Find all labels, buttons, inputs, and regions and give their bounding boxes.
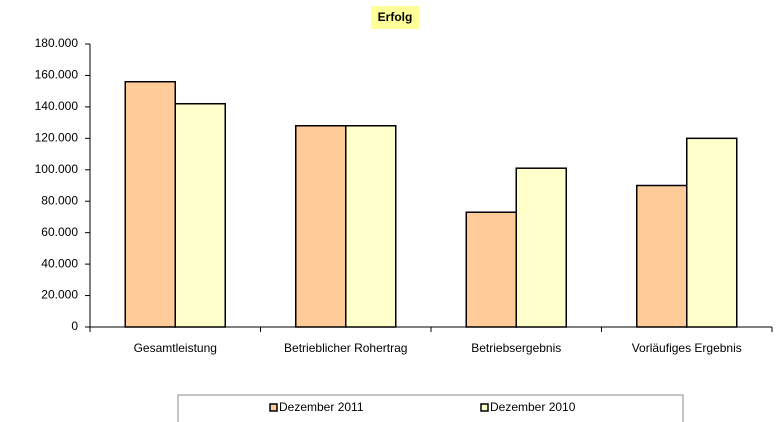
x-tick-label: Betrieblicher Rohertrag	[284, 341, 407, 355]
x-tick-label: Betriebsergebnis	[471, 341, 561, 355]
y-tick-label: 80.000	[41, 193, 78, 207]
y-tick-label: 180.000	[35, 36, 79, 50]
legend-swatch	[269, 403, 278, 412]
y-tick-label: 20.000	[41, 288, 78, 302]
bar	[174, 102, 226, 328]
bar	[515, 167, 567, 328]
bar	[465, 211, 517, 328]
bar	[295, 125, 347, 328]
bar	[686, 137, 738, 328]
y-tick-label: 0	[71, 319, 78, 333]
legend-label: Dezember 2011	[279, 400, 364, 414]
y-tick-label: 120.000	[35, 131, 79, 145]
legend-label: Dezember 2010	[490, 400, 576, 414]
x-tick-label: Gesamtleistung	[134, 341, 217, 355]
x-tick-label: Vorläufiges Ergebnis	[632, 341, 742, 355]
title-box	[371, 6, 419, 29]
bar	[345, 125, 397, 328]
y-tick-label: 60.000	[41, 225, 78, 239]
bar	[124, 80, 176, 328]
chart-title: Erfolg	[378, 10, 413, 24]
y-tick-label: 40.000	[41, 256, 78, 270]
y-tick-label: 140.000	[35, 99, 79, 113]
legend-swatch	[480, 403, 489, 412]
y-tick-label: 100.000	[35, 162, 79, 176]
bar	[636, 184, 688, 328]
y-tick-label: 160.000	[35, 68, 79, 82]
legend-box	[177, 394, 684, 422]
